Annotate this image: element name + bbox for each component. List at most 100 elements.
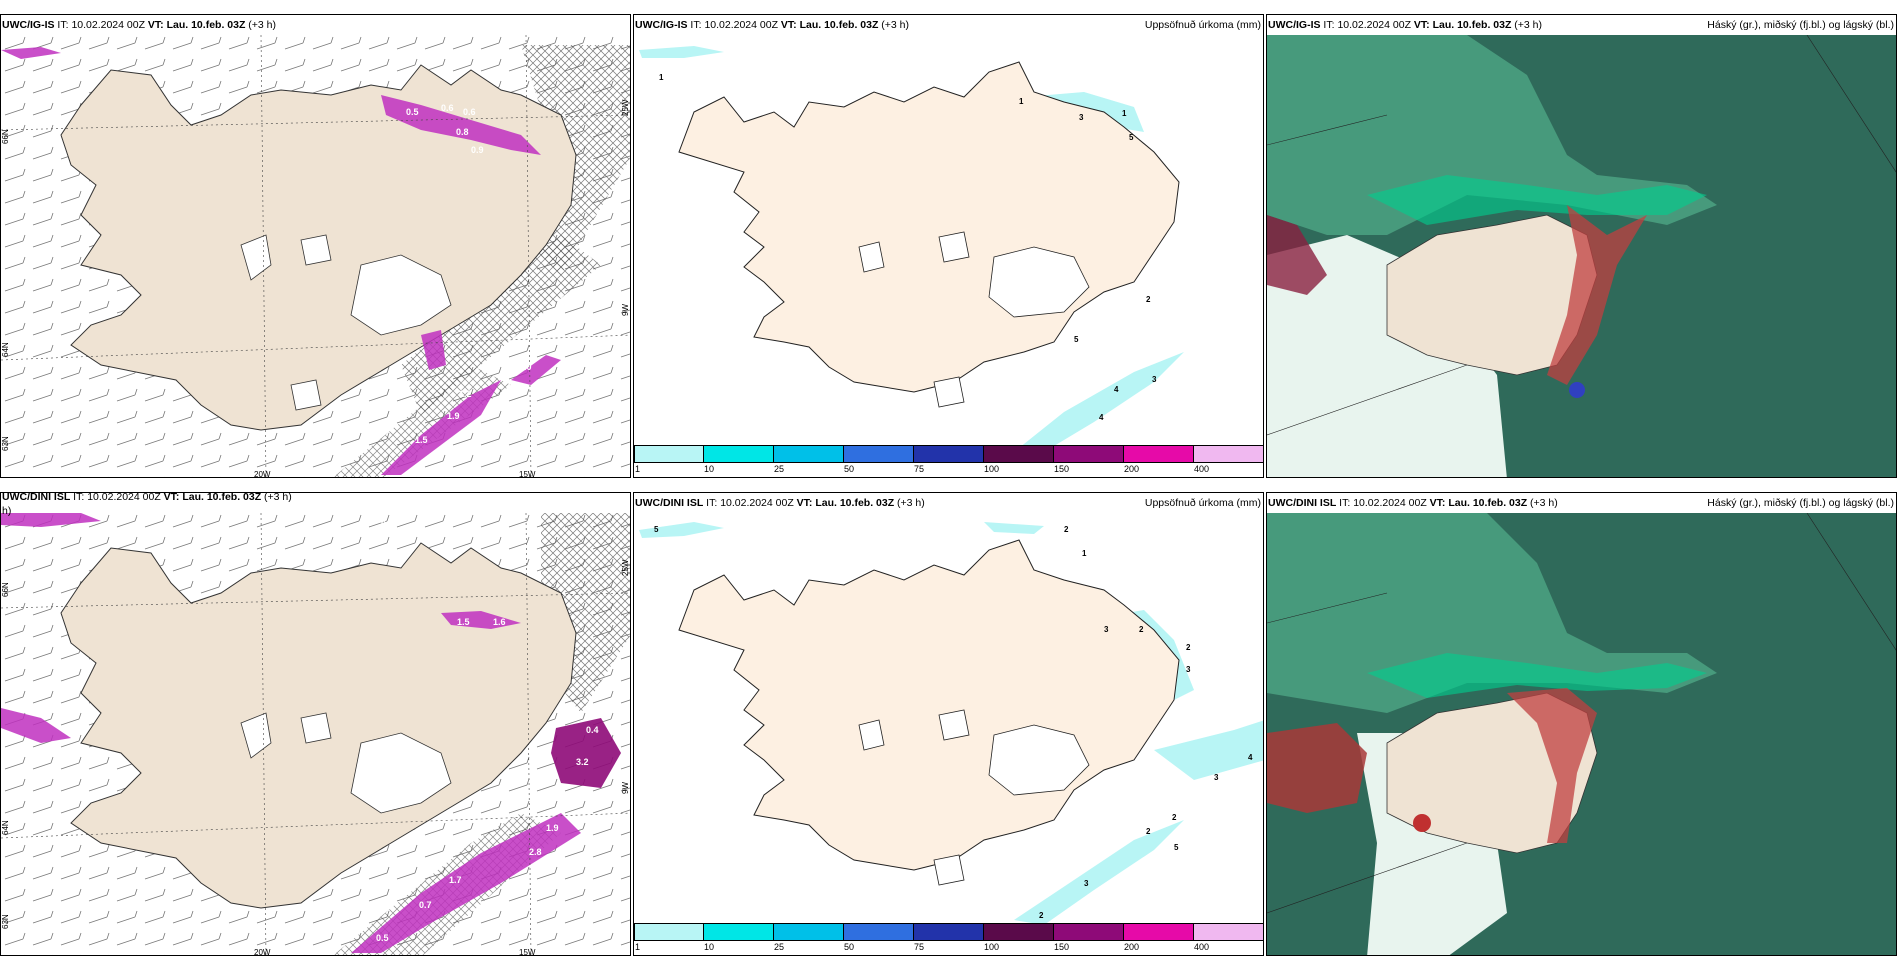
colorbar-frame <box>634 923 1263 941</box>
lon-label-20: 20W <box>254 470 271 478</box>
model-name: UWC/IG-IS <box>2 19 55 31</box>
precip-label: 3 <box>1152 375 1157 384</box>
panel-header: UWC/DINI ISL IT: 10.02.2024 00Z VT: Lau.… <box>1267 493 1896 513</box>
hatch-region-se <box>401 235 601 415</box>
wind-label: 1.5 <box>415 435 428 445</box>
wind-streak-n <box>381 95 541 155</box>
vt-label: VT: <box>796 497 813 509</box>
it-label: IT: <box>73 492 85 503</box>
wind-label: 0.5 <box>376 933 389 943</box>
colorbar-tick: 200 <box>1124 464 1140 474</box>
wind-label: 0.6 <box>441 103 454 113</box>
grid-line <box>525 35 532 477</box>
wind-streak-ne <box>441 611 521 629</box>
vt-label: VT: <box>147 19 164 31</box>
lon-label-25: 25W <box>621 99 630 116</box>
lat-label-64: 64N <box>1 820 10 835</box>
precip-label: 1 <box>1082 549 1087 558</box>
model-name: UWC/DINI ISL <box>1268 497 1337 509</box>
colorbar-tick: 1 <box>635 942 641 952</box>
colorbar-tick: 100 <box>984 942 1000 952</box>
colorbar-frame <box>634 445 1263 463</box>
precip-label: 5 <box>1174 843 1179 852</box>
colorbar-tick: 200 <box>1124 942 1140 952</box>
wind-label: 1.0 <box>519 362 532 372</box>
precip-colorbar: 1 10 25 50 75 100 150 200 400 <box>634 923 1263 955</box>
vt-label: VT: <box>163 492 180 503</box>
colorbar-segment <box>774 923 844 941</box>
grid-line <box>260 513 267 955</box>
colorbar-tick: 25 <box>774 464 785 474</box>
grid-line <box>1806 35 1896 173</box>
precip-label: 5 <box>654 525 659 534</box>
cloud-bright-band <box>1367 175 1707 225</box>
wind-label: 1.5 <box>457 617 470 627</box>
lon-label-15: 15W <box>519 948 536 956</box>
cloud-red-spot <box>1413 814 1431 832</box>
glacier-myrdals <box>933 854 965 886</box>
wind-label: 1.6 <box>493 617 506 627</box>
lat-label-66: 66N <box>1 129 10 144</box>
grid-line <box>1 592 630 609</box>
init-time: 10.02.2024 00Z <box>87 492 161 503</box>
wind-label: 0.7 <box>419 900 432 910</box>
precip-area-nw <box>639 522 724 538</box>
panel-header: UWC/DINI ISL IT: 10.02.2024 00Z VT: Lau.… <box>1 492 630 517</box>
colorbar-segment <box>1194 923 1263 941</box>
wind-streak-w <box>1 708 71 743</box>
glacier-myrdals <box>933 376 965 408</box>
grid-line <box>1267 842 1468 914</box>
lead-time: (+3 h) <box>1514 19 1543 31</box>
cloud-red-band <box>1547 205 1647 385</box>
wind-blob-e <box>551 718 621 788</box>
model-name: UWC/DINI ISL <box>2 492 71 503</box>
glacier-langjokull <box>858 241 885 273</box>
header-left: UWC/IG-IS IT: 10.02.2024 00Z VT: Lau. 10… <box>2 15 276 35</box>
panel-title: Háský (gr.), miðský (fj.bl.) og lágský (… <box>1707 497 1894 509</box>
colorbar-segment <box>704 445 774 463</box>
glacier-vatnajokull <box>350 254 452 336</box>
cloud-map <box>1267 35 1896 477</box>
lead-time: (+3 h) <box>1530 497 1558 509</box>
lon-label-20: 20W <box>254 948 271 956</box>
precip-label: 4 <box>1248 753 1253 762</box>
panel-top-left: UWC/IG-IS IT: 10.02.2024 00Z VT: Lau. 10… <box>0 14 631 478</box>
valid-time: Lau. 10.feb. 03Z <box>182 492 262 503</box>
colorbar-segment <box>1194 445 1263 463</box>
precip-label: 1 <box>1122 109 1127 118</box>
cloud-red-w <box>1267 723 1367 813</box>
lead-time: (+3 h) <box>881 19 910 31</box>
precip-label: 1 <box>659 73 664 82</box>
panel-title: Uppsöfnuð úrkoma (mm) <box>1144 19 1261 31</box>
wind-label: 2.8 <box>529 847 542 857</box>
lat-label-63: 63N <box>1 914 10 929</box>
panel-title: Háský (gr.), miðský (fj.bl.) og lágský (… <box>1707 19 1894 31</box>
wind-blob-center <box>421 330 446 370</box>
colorbar-segment <box>634 923 704 941</box>
panel-bottom-left: UWC/DINI ISL IT: 10.02.2024 00Z VT: Lau.… <box>0 492 631 956</box>
lon-label-25: 25W <box>621 559 630 576</box>
cloud-green-band <box>1267 513 1717 713</box>
grid-line <box>1267 114 1388 146</box>
colorbar-segment <box>914 923 984 941</box>
colorbar-segment <box>844 923 914 941</box>
glacier-hofsjokull <box>300 234 332 266</box>
precip-area-n <box>984 522 1044 534</box>
glacier-hofsjokull <box>938 709 970 741</box>
wind-streak-e <box>511 355 561 385</box>
precip-label: 4 <box>1099 413 1104 422</box>
lon-label-9: 9W <box>621 782 630 794</box>
precip-label: 2 <box>1146 827 1151 836</box>
wind-label: 0.6 <box>463 107 476 117</box>
colorbar-tick: 50 <box>844 942 855 952</box>
panel-header: UWC/IG-IS IT: 10.02.2024 00Z VT: Lau. 10… <box>1267 15 1896 35</box>
wind-label: 0.4 <box>381 519 394 529</box>
wind-map: 66N 64N 63N 20W 15W 9W 25W 0.4 1.5 1.6 0… <box>1 513 630 956</box>
wind-streak-se <box>351 813 581 953</box>
colorbar-segment <box>844 445 914 463</box>
hatch-region-s <box>333 365 511 477</box>
precip-label: 3 <box>1079 113 1084 122</box>
wind-label: 1.2 <box>459 389 472 399</box>
wind-label: 3.2 <box>576 757 589 767</box>
glacier-vatnajokull <box>350 732 452 814</box>
